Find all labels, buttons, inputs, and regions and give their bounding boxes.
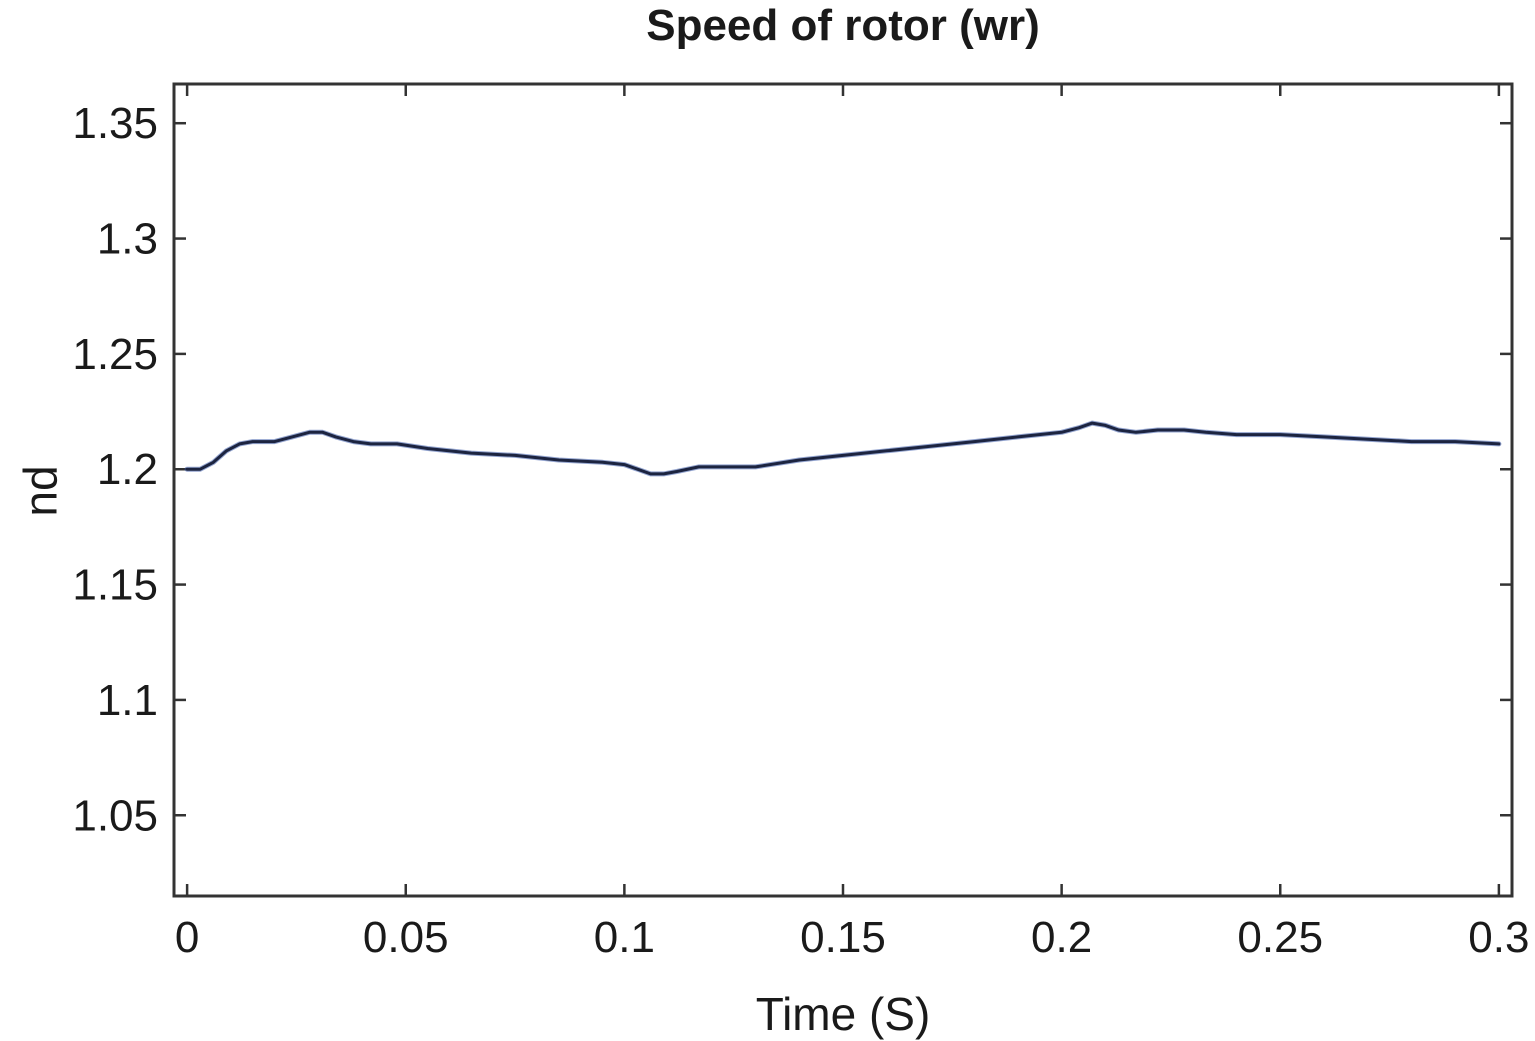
- y-tick-label: 1.15: [72, 561, 158, 610]
- x-tick-label: 0.3: [1468, 913, 1529, 962]
- plot-frame: [172, 82, 1514, 898]
- chart-title: Speed of rotor (wr): [646, 1, 1040, 50]
- series-line: [185, 421, 1501, 476]
- x-tick-label: 0.15: [800, 913, 886, 962]
- x-tick-label: 0.05: [363, 913, 449, 962]
- x-tick-label: 0: [175, 913, 199, 962]
- series-layer: [184, 420, 1502, 477]
- y-tick-label: 1.05: [72, 791, 158, 840]
- x-tick-label: 0.1: [594, 913, 655, 962]
- y-axis-label: pu: [22, 465, 74, 516]
- y-tick-label: 1.3: [97, 215, 158, 264]
- y-tick-label: 1.25: [72, 330, 158, 379]
- y-axis: 1.05 1.1 1.15 1.2 1.25 1.3 1.35: [72, 99, 1512, 840]
- plot-area: [172, 82, 1514, 898]
- y-tick-label: 1.2: [97, 445, 158, 494]
- y-tick-label: 1.1: [97, 676, 158, 725]
- x-axis: 0 0.05 0.1 0.15 0.2 0.25 0.3: [175, 84, 1529, 962]
- x-tick-label: 0.2: [1031, 913, 1092, 962]
- series-line-glow: [184, 420, 1502, 477]
- x-tick-label: 0.25: [1237, 913, 1323, 962]
- x-axis-label: Time (S): [756, 988, 931, 1040]
- y-tick-label: 1.35: [72, 99, 158, 148]
